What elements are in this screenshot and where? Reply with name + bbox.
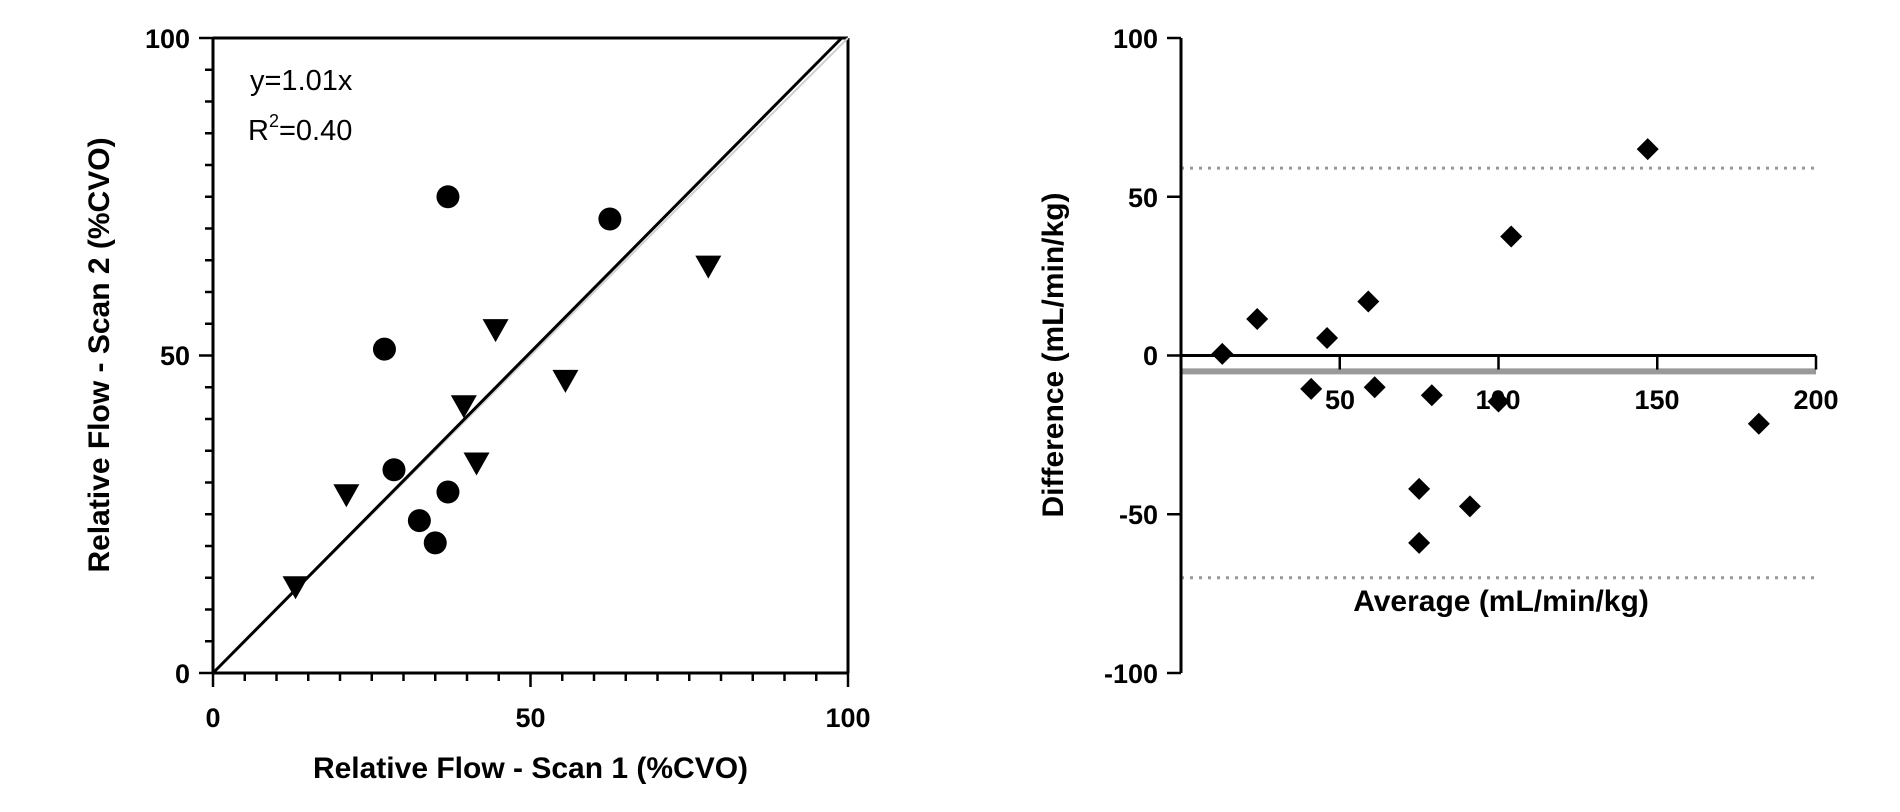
triangle-data-point: [450, 395, 477, 419]
right-y-tick-label-50: 50: [1128, 183, 1158, 213]
circle-data-point: [382, 458, 406, 482]
right-y-tick-label-100: 100: [1113, 24, 1158, 54]
right-x-tick-label-150: 150: [1634, 385, 1679, 415]
circle-data-point: [598, 207, 622, 231]
circle-data-point: [423, 531, 447, 555]
equation-annotation: y=1.01x: [250, 65, 353, 97]
left-y-tick-label-0: 0: [175, 659, 190, 689]
diamond-data-point: [1211, 342, 1234, 365]
diamond-data-point: [1408, 477, 1431, 500]
right-x-tick-label-50: 50: [1325, 385, 1355, 415]
diamond-data-point: [1458, 495, 1481, 518]
right-bland-altman-chart: 100 50 0 -50 -100 50 100 150 200 Average…: [1037, 24, 1839, 689]
triangle-data-point: [463, 452, 490, 476]
diamond-data-point: [1316, 327, 1339, 350]
left-y-tick-label-50: 50: [160, 341, 190, 371]
diamond-data-point: [1487, 390, 1510, 413]
triangle-data-point: [282, 576, 309, 600]
left-x-tick-label-100: 100: [825, 703, 870, 733]
right-y-axis-title: Difference (mL/min/kg): [1037, 192, 1070, 517]
right-y-tick-label-minus-50: -50: [1119, 500, 1158, 530]
r-squared-annotation: R2=0.40: [248, 111, 352, 147]
diamond-data-point: [1363, 376, 1386, 399]
triangle-data-point: [482, 319, 509, 343]
r-squared-value: =0.40: [279, 115, 352, 147]
left-x-tick-label-50: 50: [515, 703, 545, 733]
left-ticks: [199, 36, 850, 687]
diamond-data-point: [1408, 531, 1431, 554]
right-y-tick-label-0: 0: [1143, 341, 1158, 371]
diamond-data-point: [1300, 377, 1323, 400]
circle-data-point: [372, 337, 396, 361]
right-ticks: [1167, 36, 1818, 675]
diamond-data-point: [1420, 384, 1443, 407]
right-y-tick-label-minus-100: -100: [1104, 659, 1158, 689]
right-x-axis-title: Average (mL/min/kg): [1353, 585, 1649, 618]
right-x-tick-label-100: 100: [1475, 385, 1520, 415]
circle-data-point: [436, 480, 460, 504]
left-data-markers: [282, 185, 722, 600]
triangle-data-point: [333, 484, 360, 508]
diamond-data-point: [1636, 138, 1659, 161]
left-y-axis-title: Relative Flow - Scan 2 (%CVO): [83, 137, 116, 572]
right-x-tick-label-200: 200: [1793, 385, 1838, 415]
circle-data-point: [436, 185, 460, 209]
r-squared-prefix: R: [248, 115, 269, 147]
diamond-data-point: [1747, 412, 1770, 435]
right-data-markers: [1211, 138, 1770, 554]
triangle-data-point: [552, 369, 579, 393]
r-squared-superscript: 2: [269, 111, 279, 131]
triangle-data-point: [695, 255, 722, 279]
circle-data-point: [407, 509, 431, 533]
diamond-data-point: [1357, 290, 1380, 313]
left-x-axis-title: Relative Flow - Scan 1 (%CVO): [313, 752, 748, 785]
diamond-data-point: [1500, 225, 1523, 248]
left-y-tick-label-100: 100: [145, 24, 190, 54]
diamond-data-point: [1246, 307, 1269, 330]
regression-line: [211, 36, 843, 675]
left-scatter-chart: 0 50 100 0 50 100 Relative Flow - Scan 1…: [83, 24, 871, 785]
left-x-tick-label-0: 0: [205, 703, 220, 733]
